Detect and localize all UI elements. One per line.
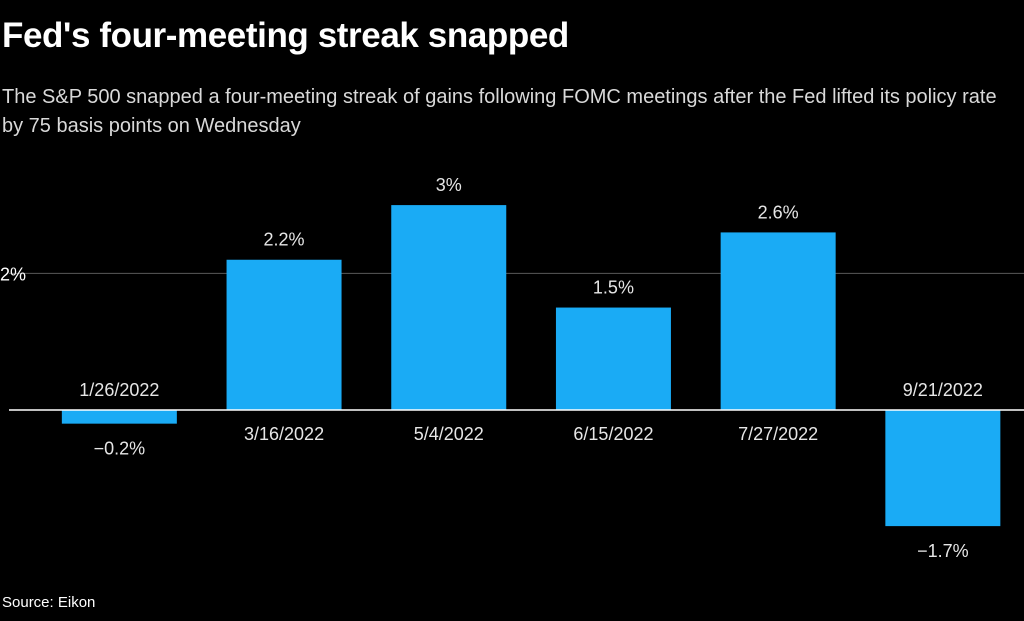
data-label: 2.2%	[264, 230, 305, 250]
bar	[61, 410, 177, 424]
data-label: 2.6%	[758, 202, 799, 222]
x-category-label: 3/16/2022	[244, 424, 324, 444]
data-label: 1.5%	[593, 278, 634, 298]
bars	[61, 205, 1001, 527]
data-label: −1.7%	[917, 541, 969, 561]
labels: −0.2% 1/26/2022 2.2% 3/16/2022 3% 5/4/2022 1.5…	[9, 175, 1024, 561]
bar	[391, 205, 507, 410]
gridlines: 2%	[0, 264, 1024, 284]
bar	[720, 232, 836, 410]
bar	[226, 259, 342, 410]
x-category-label: 9/21/2022	[903, 380, 983, 400]
chart-title: Fed's four-meeting streak snapped	[2, 16, 569, 55]
source-note: Source: Eikon	[2, 594, 96, 611]
bar	[555, 307, 671, 410]
chart-subtitle: The S&P 500 snapped a four-meeting strea…	[2, 86, 997, 137]
x-category-label: 6/15/2022	[573, 424, 653, 444]
y-tick-label: 2%	[0, 264, 26, 284]
x-category-label: 7/27/2022	[738, 424, 818, 444]
data-label: 3%	[436, 175, 462, 195]
bar	[885, 410, 1001, 527]
data-label: −0.2%	[94, 439, 146, 459]
x-category-label: 1/26/2022	[79, 380, 159, 400]
x-category-label: 5/4/2022	[414, 424, 484, 444]
